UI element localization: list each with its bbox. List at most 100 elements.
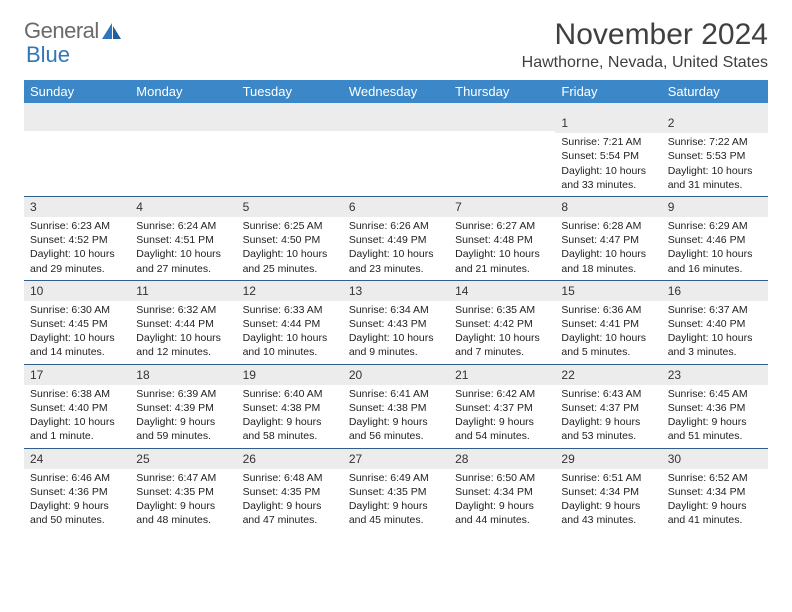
sunset-text: Sunset: 4:34 PM [561,485,655,499]
sunset-text: Sunset: 4:34 PM [455,485,549,499]
day-body: Sunrise: 6:52 AMSunset: 4:34 PMDaylight:… [662,469,768,532]
day-cell: 1Sunrise: 7:21 AMSunset: 5:54 PMDaylight… [555,113,661,196]
day-cell [449,113,555,196]
week-row: 1Sunrise: 7:21 AMSunset: 5:54 PMDaylight… [24,113,768,196]
weekday-header: Friday [555,80,661,103]
sunrise-text: Sunrise: 6:48 AM [243,471,337,485]
date-number: 3 [24,197,130,217]
day-body: Sunrise: 6:26 AMSunset: 4:49 PMDaylight:… [343,217,449,280]
daylight-text: Daylight: 10 hours and 16 minutes. [668,247,762,275]
day-body [449,131,555,191]
day-body: Sunrise: 6:40 AMSunset: 4:38 PMDaylight:… [237,385,343,448]
sunrise-text: Sunrise: 6:43 AM [561,387,655,401]
day-body: Sunrise: 6:33 AMSunset: 4:44 PMDaylight:… [237,301,343,364]
daylight-text: Daylight: 9 hours and 58 minutes. [243,415,337,443]
daylight-text: Daylight: 10 hours and 31 minutes. [668,164,762,192]
date-number: 21 [449,365,555,385]
day-cell [237,113,343,196]
date-number: 9 [662,197,768,217]
daylight-text: Daylight: 10 hours and 18 minutes. [561,247,655,275]
brand-part2: Blue [26,42,70,68]
weekday-header: Saturday [662,80,768,103]
spacer-band [24,103,768,113]
daylight-text: Daylight: 10 hours and 9 minutes. [349,331,443,359]
weekday-header-row: Sunday Monday Tuesday Wednesday Thursday… [24,80,768,103]
day-cell: 18Sunrise: 6:39 AMSunset: 4:39 PMDayligh… [130,365,236,448]
day-cell: 21Sunrise: 6:42 AMSunset: 4:37 PMDayligh… [449,365,555,448]
day-cell: 17Sunrise: 6:38 AMSunset: 4:40 PMDayligh… [24,365,130,448]
sunrise-text: Sunrise: 7:21 AM [561,135,655,149]
date-number: 24 [24,449,130,469]
day-cell: 7Sunrise: 6:27 AMSunset: 4:48 PMDaylight… [449,197,555,280]
daylight-text: Daylight: 9 hours and 50 minutes. [30,499,124,527]
sunrise-text: Sunrise: 6:47 AM [136,471,230,485]
day-body: Sunrise: 6:39 AMSunset: 4:39 PMDaylight:… [130,385,236,448]
sunset-text: Sunset: 4:43 PM [349,317,443,331]
page-header: General November 2024 Hawthorne, Nevada,… [24,18,768,72]
sail-icon [101,22,123,40]
day-cell: 29Sunrise: 6:51 AMSunset: 4:34 PMDayligh… [555,449,661,532]
date-number: 29 [555,449,661,469]
sunrise-text: Sunrise: 6:23 AM [30,219,124,233]
day-cell: 26Sunrise: 6:48 AMSunset: 4:35 PMDayligh… [237,449,343,532]
daylight-text: Daylight: 10 hours and 29 minutes. [30,247,124,275]
sunrise-text: Sunrise: 6:39 AM [136,387,230,401]
sunset-text: Sunset: 4:37 PM [561,401,655,415]
day-cell [130,113,236,196]
sunset-text: Sunset: 4:52 PM [30,233,124,247]
day-cell [24,113,130,196]
day-body: Sunrise: 6:25 AMSunset: 4:50 PMDaylight:… [237,217,343,280]
daylight-text: Daylight: 9 hours and 45 minutes. [349,499,443,527]
day-cell: 27Sunrise: 6:49 AMSunset: 4:35 PMDayligh… [343,449,449,532]
sunset-text: Sunset: 4:44 PM [243,317,337,331]
sunrise-text: Sunrise: 6:30 AM [30,303,124,317]
date-number: 15 [555,281,661,301]
daylight-text: Daylight: 10 hours and 27 minutes. [136,247,230,275]
date-number: 30 [662,449,768,469]
day-cell: 2Sunrise: 7:22 AMSunset: 5:53 PMDaylight… [662,113,768,196]
day-body [237,131,343,191]
day-cell [343,113,449,196]
date-number: 25 [130,449,236,469]
sunrise-text: Sunrise: 6:40 AM [243,387,337,401]
sunset-text: Sunset: 4:39 PM [136,401,230,415]
daylight-text: Daylight: 10 hours and 1 minute. [30,415,124,443]
week-row: 3Sunrise: 6:23 AMSunset: 4:52 PMDaylight… [24,196,768,280]
sunset-text: Sunset: 4:46 PM [668,233,762,247]
sunrise-text: Sunrise: 6:51 AM [561,471,655,485]
day-body [24,131,130,191]
day-cell: 3 Sunrise: 6:23 AMSunset: 4:52 PMDaylight… [24,197,130,280]
sunrise-text: Sunrise: 6:41 AM [349,387,443,401]
day-cell: 16Sunrise: 6:37 AMSunset: 4:40 PMDayligh… [662,281,768,364]
weekday-header: Monday [130,80,236,103]
daylight-text: Daylight: 10 hours and 33 minutes. [561,164,655,192]
day-cell: 15Sunrise: 6:36 AMSunset: 4:41 PMDayligh… [555,281,661,364]
day-body: Sunrise: 6:27 AMSunset: 4:48 PMDaylight:… [449,217,555,280]
date-number: 1 [555,113,661,133]
sunrise-text: Sunrise: 6:32 AM [136,303,230,317]
day-cell: 22Sunrise: 6:43 AMSunset: 4:37 PMDayligh… [555,365,661,448]
day-cell: 24Sunrise: 6:46 AMSunset: 4:36 PMDayligh… [24,449,130,532]
day-body: Sunrise: 6:28 AMSunset: 4:47 PMDaylight:… [555,217,661,280]
daylight-text: Daylight: 10 hours and 7 minutes. [455,331,549,359]
sunset-text: Sunset: 4:35 PM [136,485,230,499]
day-cell: 10Sunrise: 6:30 AMSunset: 4:45 PMDayligh… [24,281,130,364]
sunrise-text: Sunrise: 6:34 AM [349,303,443,317]
date-number [237,113,343,131]
daylight-text: Daylight: 9 hours and 56 minutes. [349,415,443,443]
day-body: Sunrise: 6:38 AMSunset: 4:40 PMDaylight:… [24,385,130,448]
date-number: 27 [343,449,449,469]
date-number [130,113,236,131]
daylight-text: Daylight: 9 hours and 54 minutes. [455,415,549,443]
sunset-text: Sunset: 4:41 PM [561,317,655,331]
sunrise-text: Sunrise: 6:36 AM [561,303,655,317]
sunrise-text: Sunrise: 6:50 AM [455,471,549,485]
day-cell: 30Sunrise: 6:52 AMSunset: 4:34 PMDayligh… [662,449,768,532]
date-number: 20 [343,365,449,385]
sunrise-text: Sunrise: 6:25 AM [243,219,337,233]
daylight-text: Daylight: 9 hours and 41 minutes. [668,499,762,527]
day-cell: 11Sunrise: 6:32 AMSunset: 4:44 PMDayligh… [130,281,236,364]
daylight-text: Daylight: 9 hours and 48 minutes. [136,499,230,527]
sunset-text: Sunset: 4:36 PM [668,401,762,415]
day-cell: 9Sunrise: 6:29 AMSunset: 4:46 PMDaylight… [662,197,768,280]
